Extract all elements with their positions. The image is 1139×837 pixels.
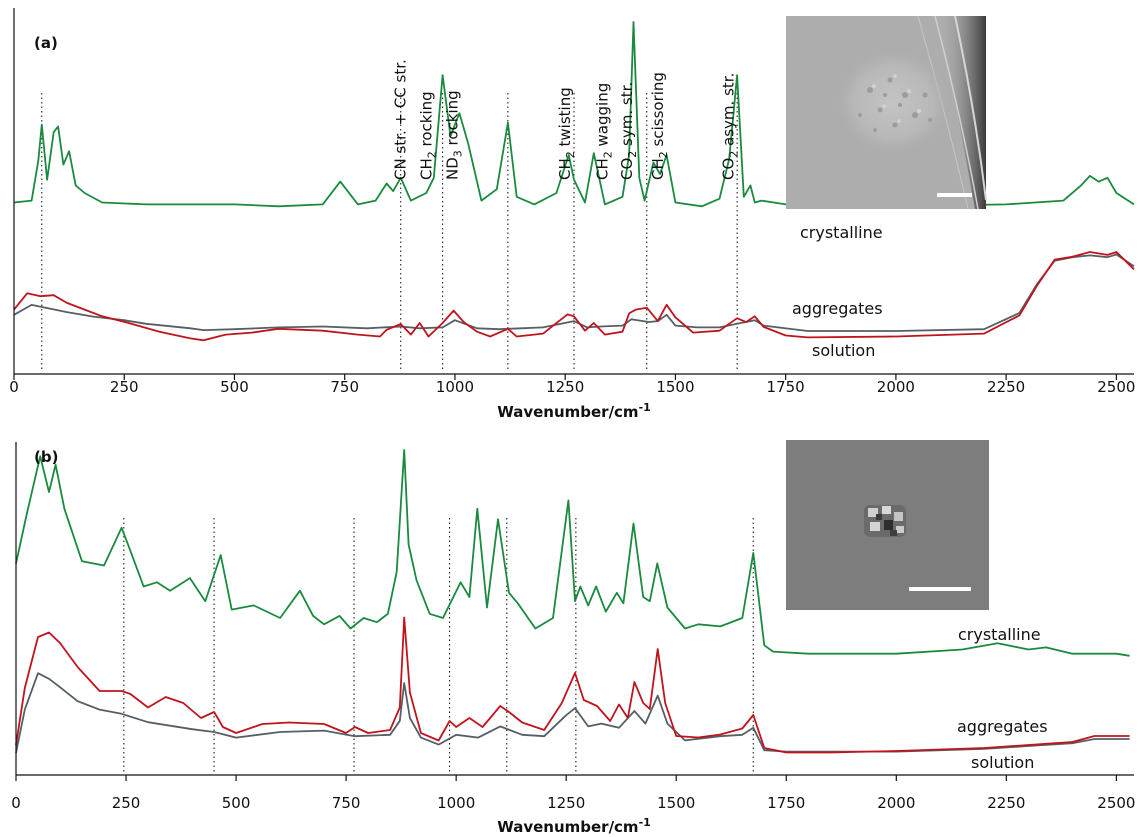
panel-b-label-aggregates: aggregates [957, 717, 1048, 736]
panel-a-x-axis-title: Wavenumber/cm-1 [497, 401, 651, 421]
panel-a-label-aggregates: aggregates [792, 299, 883, 318]
panel-a-x-tick-label: 1250 [546, 378, 584, 396]
panel-b: 0 250 500 750 1000 1250 1500 1750 2000 2250 2500 (… [11, 440, 1135, 836]
panel-b-x-tick-label: 1500 [657, 794, 695, 812]
panel-b-label-solution: solution [971, 753, 1034, 772]
panel-b-x-tick-label: 500 [222, 794, 251, 812]
panel-a-series-solution [14, 255, 1134, 332]
panel-a-assignment-label: CN str. + CC str. [392, 59, 410, 180]
panel-a-x-tick-label: 0 [9, 378, 19, 396]
panel-b-inset-image [786, 440, 989, 610]
panel-a-assignment-label: CH2 scissoring [649, 72, 670, 180]
panel-b-x-tick-label: 750 [332, 794, 361, 812]
panel-a: 0 250 500 750 1000 1250 1500 1750 2000 2250 2500 (… [9, 8, 1135, 421]
panel-a-x-tick-label: 500 [220, 378, 249, 396]
panel-b-x-tick-label: 2000 [877, 794, 915, 812]
panel-a-scale-bar [937, 193, 972, 197]
panel-a-x-tick-label: 2250 [987, 378, 1025, 396]
panel-b-label-crystalline: crystalline [958, 625, 1041, 644]
panel-a-label-crystalline: crystalline [800, 223, 883, 242]
panel-a-assignment-label: ND3 rocking [444, 90, 465, 180]
panel-a-assignment-label: CO2 sym. str. [618, 82, 639, 180]
panel-b-series-solution [16, 673, 1130, 753]
panel-b-x-axis-title: Wavenumber/cm-1 [497, 816, 651, 836]
panel-a-x-tick-label: 750 [330, 378, 359, 396]
panel-a-x-tick-label: 1750 [767, 378, 805, 396]
panel-a-ticks: 0 250 500 750 1000 1250 1500 1750 2000 2250 2500 [9, 374, 1135, 396]
panel-a-inset-image [786, 16, 986, 209]
panel-a-assignment-label: CH2 twisting [556, 87, 577, 180]
panel-b-x-tick-label: 250 [112, 794, 141, 812]
panel-b-x-tick-label: 0 [11, 794, 21, 812]
panel-a-label: (a) [34, 34, 58, 52]
panel-a-x-tick-label: 1500 [656, 378, 694, 396]
panel-b-x-tick-label: 1750 [767, 794, 805, 812]
panel-a-assignment-label: CH2 wagging [594, 83, 615, 180]
panel-a-assignment-label: CH2 rocking [417, 91, 438, 180]
panel-b-x-tick-label: 1250 [547, 794, 585, 812]
panel-a-label-solution: solution [812, 341, 875, 360]
panel-b-label: (b) [34, 448, 58, 466]
panel-b-x-tick-label: 2500 [1097, 794, 1135, 812]
panel-a-x-tick-label: 2000 [877, 378, 915, 396]
panel-b-scale-bar [909, 587, 971, 591]
panel-b-x-tick-label: 1000 [437, 794, 475, 812]
panel-a-x-tick-label: 250 [110, 378, 139, 396]
panel-a-x-tick-label: 2500 [1097, 378, 1135, 396]
panel-a-x-tick-label: 1000 [436, 378, 474, 396]
panel-a-annotations: CN str. + CC str. CH2 rocking ND3 rocking C… [392, 59, 741, 180]
panel-a-assignment-label: CO2 asym. str. [719, 73, 740, 180]
panel-b-ticks: 0 250 500 750 1000 1250 1500 1750 2000 2250 2500 [11, 775, 1135, 812]
panel-b-dotted-lines [124, 518, 753, 773]
panel-b-x-tick-label: 2250 [987, 794, 1025, 812]
